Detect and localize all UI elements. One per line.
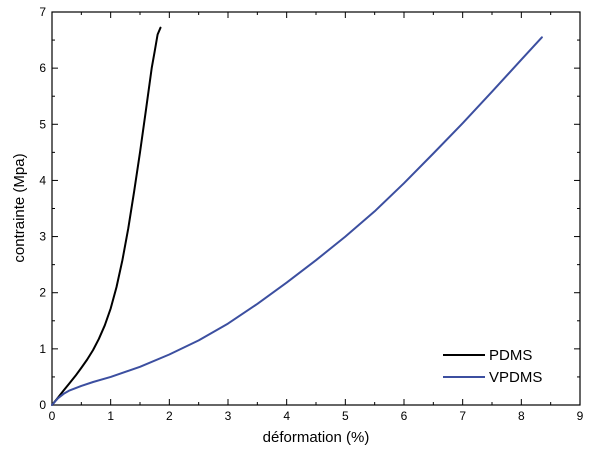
x-tick-label: 2 <box>166 409 173 423</box>
x-tick-label: 6 <box>401 409 408 423</box>
y-tick-label: 3 <box>39 230 46 244</box>
legend-label-vpdms: VPDMS <box>489 369 542 386</box>
y-tick-label: 6 <box>39 61 46 75</box>
x-tick-label: 1 <box>107 409 114 423</box>
y-tick-label: 2 <box>39 286 46 300</box>
series-line-vpdms <box>51 36 543 406</box>
x-tick-label: 7 <box>459 409 466 423</box>
legend: PDMS VPDMS <box>443 347 542 386</box>
x-tick-label: 4 <box>283 409 290 423</box>
x-tick-label: 5 <box>342 409 349 423</box>
x-axis-title: déformation (%) <box>263 429 370 446</box>
series-layer <box>51 26 543 406</box>
y-tick-label: 0 <box>39 398 46 412</box>
x-tick-label: 0 <box>49 409 56 423</box>
y-tick-label: 4 <box>39 173 46 187</box>
x-tick-label: 8 <box>518 409 525 423</box>
y-tick-label: 5 <box>39 117 46 131</box>
series-line-pdms <box>51 26 162 406</box>
tick-labels: 0 1 2 3 4 5 6 7 8 9 0 1 2 3 4 5 6 7 <box>39 5 583 423</box>
y-tick-label: 7 <box>39 5 46 19</box>
legend-label-pdms: PDMS <box>489 347 532 364</box>
x-tick-label: 9 <box>577 409 584 423</box>
x-tick-label: 3 <box>225 409 232 423</box>
y-tick-label: 1 <box>39 342 46 356</box>
y-axis-title: contrainte (Mpa) <box>11 153 28 262</box>
axis-ticks <box>51 11 581 406</box>
